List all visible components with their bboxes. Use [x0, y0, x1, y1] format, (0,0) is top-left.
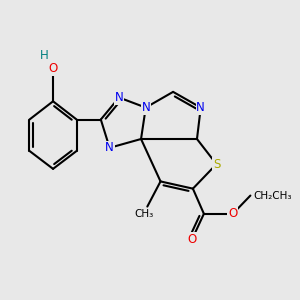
Text: O: O: [48, 62, 58, 75]
Text: CH₂CH₃: CH₂CH₃: [253, 190, 291, 201]
Text: N: N: [196, 101, 205, 114]
Text: N: N: [105, 141, 114, 154]
Text: N: N: [141, 101, 150, 114]
Text: CH₃: CH₃: [135, 209, 154, 219]
Text: O: O: [228, 207, 237, 220]
Text: N: N: [115, 91, 123, 104]
Text: S: S: [213, 158, 220, 171]
Text: H: H: [40, 49, 49, 62]
Text: O: O: [187, 233, 196, 246]
